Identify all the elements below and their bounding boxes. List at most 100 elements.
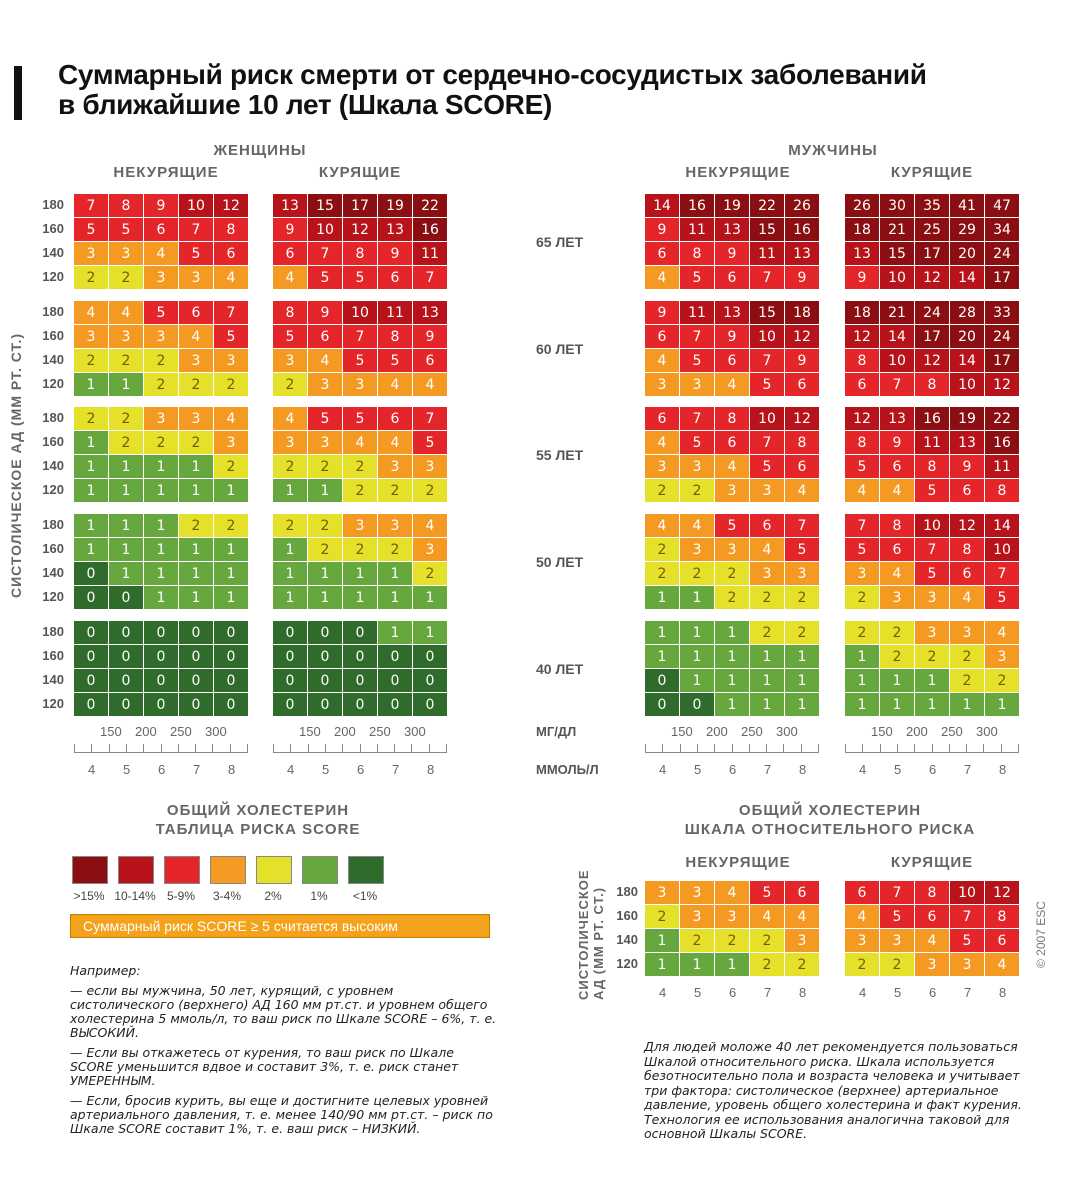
mmol-tick-label: 7 — [392, 762, 400, 777]
risk-cell: 0 — [343, 693, 377, 716]
risk-cell: 4 — [413, 514, 447, 537]
axis-tick — [766, 744, 768, 752]
risk-cell: 6 — [214, 242, 248, 265]
axis-tick — [948, 744, 950, 752]
risk-cell: 29 — [950, 218, 984, 241]
relative-y-label-line1: СИСТОЛИЧЕСКОЕ — [576, 869, 591, 1000]
relative-x-tick: 6 — [729, 985, 737, 1000]
mmol-tick-label: 5 — [694, 762, 702, 777]
risk-cell: 1 — [214, 479, 248, 502]
risk-cell: 24 — [985, 325, 1019, 348]
axis-tick — [125, 744, 127, 752]
risk-cell: 2 — [214, 373, 248, 396]
risk-cell: 5 — [680, 431, 714, 454]
risk-cell: 12 — [845, 407, 879, 430]
risk-cell: 3 — [680, 455, 714, 478]
risk-cell: 12 — [785, 325, 819, 348]
risk-cell: 1 — [343, 586, 377, 609]
risk-cell: 4 — [214, 266, 248, 289]
women-smoking-axis-line — [273, 752, 447, 753]
risk-cell: 0 — [645, 693, 679, 716]
axis-tick — [394, 744, 396, 752]
risk-cell: 1 — [680, 953, 714, 976]
legend-label: <1% — [352, 889, 378, 903]
risk-cell: 7 — [985, 562, 1019, 585]
mmol-tick-label: 6 — [158, 762, 166, 777]
risk-cell: 5 — [915, 479, 949, 502]
mg-tick-label: 150 — [100, 724, 122, 739]
risk-cell: 1 — [273, 562, 307, 585]
risk-cell: 6 — [715, 431, 749, 454]
risk-cell: 2 — [785, 586, 819, 609]
women-nonsmoking-header: НЕКУРЯЩИЕ — [113, 164, 219, 181]
axis-tick — [931, 744, 933, 752]
axis-tick — [783, 744, 785, 752]
risk-cell: 21 — [880, 218, 914, 241]
risk-cell: 16 — [413, 218, 447, 241]
risk-cell: 12 — [343, 218, 377, 241]
risk-cell: 7 — [74, 194, 108, 217]
risk-cell: 4 — [715, 455, 749, 478]
risk-cell: 9 — [645, 218, 679, 241]
mmol-axis-label: ММОЛЬ/Л — [536, 762, 599, 777]
risk-cell: 4 — [179, 325, 213, 348]
risk-cell: 1 — [144, 538, 178, 561]
legend-label: 10-14% — [114, 889, 156, 903]
risk-cell: 10 — [880, 266, 914, 289]
risk-cell: 0 — [645, 669, 679, 692]
risk-cell: 5 — [750, 881, 784, 904]
risk-cell: 4 — [715, 881, 749, 904]
risk-cell: 3 — [413, 455, 447, 478]
risk-cell: 3 — [214, 349, 248, 372]
risk-cell: 3 — [413, 538, 447, 561]
risk-cell: 3 — [308, 373, 342, 396]
risk-cell: 2 — [413, 479, 447, 502]
mmol-tick-label: 6 — [729, 762, 737, 777]
risk-cell: 6 — [179, 301, 213, 324]
risk-cell: 1 — [273, 538, 307, 561]
risk-cell: 1 — [880, 693, 914, 716]
axis-tick — [800, 744, 802, 752]
bp-label: 140 — [42, 352, 64, 367]
mmol-tick-label: 8 — [999, 762, 1007, 777]
risk-cell: 2 — [308, 514, 342, 537]
risk-cell: 6 — [750, 514, 784, 537]
risk-cell: 2 — [343, 455, 377, 478]
risk-cell: 2 — [715, 929, 749, 952]
risk-cell: 0 — [413, 645, 447, 668]
risk-cell: 2 — [750, 929, 784, 952]
risk-cell: 2 — [109, 407, 143, 430]
risk-cell: 0 — [273, 669, 307, 692]
risk-cell: 3 — [343, 373, 377, 396]
risk-cell: 26 — [845, 194, 879, 217]
risk-cell: 1 — [785, 693, 819, 716]
risk-cell: 10 — [985, 538, 1019, 561]
risk-cell: 5 — [214, 325, 248, 348]
risk-cell: 2 — [785, 621, 819, 644]
risk-cell: 14 — [645, 194, 679, 217]
risk-cell: 1 — [413, 621, 447, 644]
risk-cell: 5 — [750, 455, 784, 478]
axis-tick — [247, 744, 248, 752]
risk-cell: 5 — [308, 407, 342, 430]
risk-cell: 1 — [74, 373, 108, 396]
risk-cell: 1 — [845, 645, 879, 668]
risk-cell: 3 — [915, 953, 949, 976]
risk-cell: 11 — [985, 455, 1019, 478]
risk-cell: 4 — [343, 431, 377, 454]
risk-cell: 12 — [845, 325, 879, 348]
axis-tick — [177, 744, 179, 752]
risk-cell: 12 — [915, 349, 949, 372]
mmol-tick-label: 4 — [88, 762, 96, 777]
risk-cell: 24 — [985, 242, 1019, 265]
risk-cell: 4 — [378, 431, 412, 454]
axis-tick — [428, 744, 430, 752]
age-label: 40 ЛЕТ — [536, 661, 584, 677]
mmol-tick-label: 7 — [764, 762, 772, 777]
legend-label: 2% — [264, 889, 282, 903]
risk-cell: 2 — [645, 538, 679, 561]
risk-cell: 4 — [308, 349, 342, 372]
risk-cell: 2 — [273, 455, 307, 478]
